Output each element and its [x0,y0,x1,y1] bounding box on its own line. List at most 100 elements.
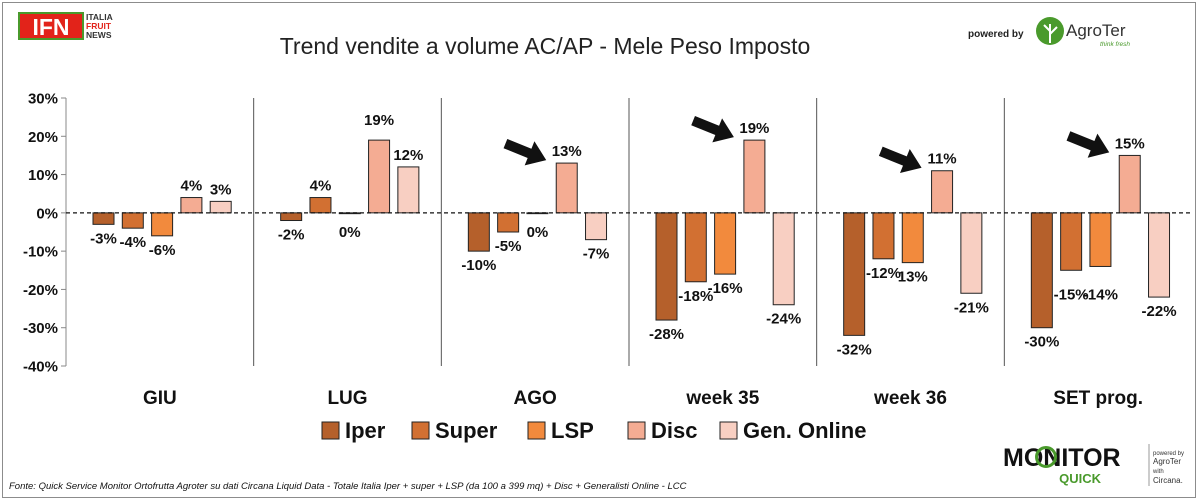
bar-super-2 [497,212,520,233]
data-label: -14% [1083,286,1118,303]
legend-swatch [719,421,738,440]
bar-gen-online-2 [585,212,608,241]
arrow-shape [1066,131,1110,158]
data-label: 4% [310,178,332,195]
legend: Iper Super LSP Disc Gen. Online [321,418,866,443]
ifn-logo-line-3: NEWS [86,30,112,40]
bar-gen-online-5 [1148,212,1171,298]
category-label: week 35 [685,388,759,409]
agroter-brand: AgroTer [1066,21,1126,40]
y-tick-label: -40% [23,359,58,376]
data-label: -21% [954,299,989,316]
category-label: week 36 [873,388,947,409]
data-label: 11% [927,151,956,168]
chart-title: Trend vendite a volume AC/AP - Mele Peso… [280,33,811,59]
bar-lsp-3 [714,212,737,275]
data-label: -5% [495,238,522,255]
legend-swatch [411,421,430,440]
bar-lsp-0 [151,212,174,237]
agroter-tagline: think fresh [1100,41,1130,48]
monitor-agroter: AgroTer [1153,457,1181,466]
monitor-word: MONITOR [1003,444,1121,472]
data-label: 19% [364,112,394,129]
monitor-partner: Circana. [1153,476,1183,485]
data-label: -7% [583,246,610,263]
y-tick-label: 10% [28,167,58,184]
footnote: Fonte: Quick Service Monitor Ortofrutta … [9,481,687,492]
bar-super-3 [684,212,707,283]
arrow-icon [503,138,547,166]
bar-super-0 [121,212,144,229]
legend-label: LSP [551,418,594,443]
legend-swatch [321,421,340,440]
data-label: -30% [1024,334,1059,351]
bar-disc-4 [931,170,954,214]
bar-disc-2 [555,162,578,214]
arrow-icon [691,115,734,143]
y-tick-label: -20% [23,282,58,299]
monitor-with-label: with [1152,469,1164,475]
data-label: -24% [766,311,801,328]
tree-icon-branches [1043,24,1058,43]
data-label: -10% [461,257,496,274]
data-label: -3% [90,230,117,247]
arrow-shape [878,146,922,174]
bar-lsp-5 [1089,212,1112,267]
category-label: AGO [514,388,557,409]
data-label: 0% [527,224,549,241]
legend-label: Super [435,418,498,443]
ifn-logo: IFN ITALIA FRUIT NEWS [18,12,113,40]
arrow-shape [691,115,734,143]
bar-super-1 [309,197,332,214]
monitor-quick-logo: MONITOR QUICK powered by AgroTer with Ci… [1003,444,1184,486]
legend-label: Iper [345,418,386,443]
bar-iper-5 [1030,212,1053,329]
data-label: -2% [278,227,305,244]
y-tick-label: 0% [36,205,58,222]
data-label: -18% [678,288,713,305]
bar-iper-2 [467,212,490,252]
data-label: -22% [1142,303,1177,320]
data-label: -15% [1054,286,1089,303]
data-label: 19% [739,120,769,137]
data-label: -32% [837,341,872,358]
bar-gen-online-4 [960,212,983,294]
plot-area: 30% 20% 10% 0% -10% -20% -30% -40% -3% -4% -6% 4% 3%… [23,91,1192,409]
y-tick-label: 30% [28,91,58,108]
category-label: GIU [143,388,177,409]
powered-by-agroter: powered by AgroTer think fresh [968,17,1130,48]
legend-label: Disc [651,418,697,443]
bar-disc-1 [368,139,391,214]
data-label: 12% [393,147,423,164]
legend-swatch [627,421,646,440]
monitor-powered-label: powered by [1153,451,1184,457]
ifn-logo-text: IFN [32,14,69,40]
ifn-logo-line-2: FRUIT [86,21,112,31]
data-label: 13% [552,143,582,160]
powered-by-label: powered by [968,29,1024,40]
arrow-shape [503,138,547,166]
bar-super-4 [872,212,895,260]
bar-iper-0 [92,212,115,225]
data-label: 0% [339,224,361,241]
bar-iper-3 [655,212,678,321]
arrow-icon [1066,131,1110,158]
data-label: -28% [649,326,684,343]
bar-gen-online-0 [209,200,232,214]
data-label: -6% [149,242,176,259]
bar-disc-3 [743,139,766,214]
category-label: LUG [327,388,367,409]
arrow-icon [878,146,922,174]
legend-swatch [527,421,546,440]
data-label: 15% [1115,135,1145,152]
data-label: 4% [181,178,203,195]
monitor-o-ring [1035,446,1057,468]
y-tick-label: 20% [28,129,58,146]
ifn-logo-line-1: ITALIA [86,12,113,22]
bar-iper-1 [280,212,303,222]
bar-gen-online-3 [772,212,795,306]
bar-iper-4 [843,212,866,336]
y-tick-label: -30% [23,320,58,337]
